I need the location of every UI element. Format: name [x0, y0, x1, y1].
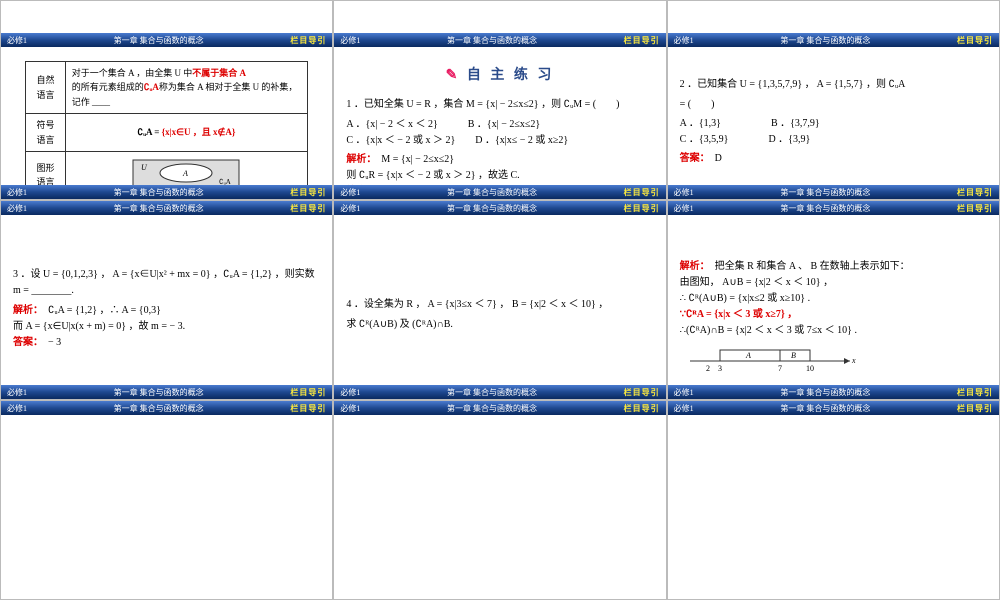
slide-5: 必修1第一章 集合与函数的概念栏目导引 4 ．设全集为 R ， A = {x|3… — [333, 200, 666, 400]
header-9: 必修1第一章 集合与函数的概念栏目导引 — [668, 401, 999, 415]
s6-l3: ∵∁ᴿA = {x|x ＜ 3 或 x≥7} ， — [680, 307, 987, 323]
complement-table: 自然语言 对于一个集合 A ，由全集 U 中不属于集合 A 的所有元素组成的∁ᵤ… — [25, 61, 308, 199]
footer-5: 必修1第一章 集合与函数的概念栏目导引 — [334, 385, 665, 399]
svg-text:B: B — [791, 351, 796, 360]
hdr-mid: 第一章 集合与函数的概念 — [27, 35, 290, 46]
q4: 4 ．设全集为 R ， A = {x|3≤x ＜ 7} ， B = {x|2 ＜… — [346, 297, 653, 313]
hdr-right: 栏目导引 — [290, 35, 326, 46]
number-line: A B 2 3 7 10 x — [680, 343, 987, 373]
header-3: 必修1第一章 集合与函数的概念栏目导引 — [668, 33, 999, 47]
s6-l4: ∴(∁ᴿA)∩B = {x|2 ＜ x ＜ 3 或 7≤x ＜ 10} . — [680, 323, 987, 339]
svg-text:10: 10 — [806, 364, 814, 373]
q1-exp: 解析： M = {x| − 2≤x≤2} — [346, 152, 653, 168]
svg-text:7: 7 — [778, 364, 782, 373]
svg-text:A: A — [182, 169, 188, 178]
row2-label: 符号语言 — [26, 114, 65, 152]
footer-3: 必修1第一章 集合与函数的概念栏目导引 — [668, 185, 999, 199]
svg-text:2: 2 — [706, 364, 710, 373]
slide-1: 必修1 第一章 集合与函数的概念 栏目导引 自然语言 对于一个集合 A ，由全集… — [0, 0, 333, 200]
slide-2: 必修1第一章 集合与函数的概念栏目导引 ✎ 自 主 练 习 1 ．已知全集 U … — [333, 0, 666, 200]
q2-eq: = ( ) — [680, 97, 987, 113]
row1-label: 自然语言 — [26, 62, 65, 114]
q1-l2: 则 ∁ᵤR = {x|x ＜ − 2 或 x ＞ 2} ，故选 C. — [346, 168, 653, 184]
header-8: 必修1第一章 集合与函数的概念栏目导引 — [334, 401, 665, 415]
q2: 2 ．已知集合 U = {1,3,5,7,9} ， A = {1,5,7} ，则… — [680, 77, 987, 93]
svg-text:A: A — [745, 351, 751, 360]
content-3: 2 ．已知集合 U = {1,3,5,7,9} ， A = {1,5,7} ，则… — [668, 47, 999, 175]
q2-opts: A ．{1,3} B ．{3,7,9} C ．{3,5,9} D ．{3,9} — [680, 116, 987, 148]
q2-ans: 答案： D — [680, 151, 987, 167]
header-5: 必修1第一章 集合与函数的概念栏目导引 — [334, 201, 665, 215]
content-5: 4 ．设全集为 R ， A = {x|3≤x ＜ 7} ， B = {x|2 ＜… — [334, 215, 665, 341]
svg-text:3: 3 — [718, 364, 722, 373]
q3: 3 ．设 U = {0,1,2,3} ， A = {x∈U|x² + mx = … — [13, 267, 320, 299]
slide-6: 必修1第一章 集合与函数的概念栏目导引 解析： 把全集 R 和集合 A 、 B … — [667, 200, 1000, 400]
header-1: 必修1 第一章 集合与函数的概念 栏目导引 — [1, 33, 332, 47]
practice-title: ✎ 自 主 练 习 — [346, 65, 653, 87]
venn-diagram: U A ∁ᵤA — [131, 158, 241, 188]
slide-9: 必修1第一章 集合与函数的概念栏目导引 — [667, 400, 1000, 600]
q3-ans: 答案： − 3 — [13, 335, 320, 351]
slide-8: 必修1第一章 集合与函数的概念栏目导引 — [333, 400, 666, 600]
svg-text:x: x — [851, 356, 856, 365]
header-2: 必修1第一章 集合与函数的概念栏目导引 — [334, 33, 665, 47]
content-6: 解析： 把全集 R 和集合 A 、 B 在数轴上表示如下： 由图知， A∪B =… — [668, 215, 999, 381]
footer-6: 必修1第一章 集合与函数的概念栏目导引 — [668, 385, 999, 399]
slide-7: 必修1第一章 集合与函数的概念栏目导引 — [0, 400, 333, 600]
header-7: 必修1第一章 集合与函数的概念栏目导引 — [1, 401, 332, 415]
row1-text: 对于一个集合 A ，由全集 U 中不属于集合 A 的所有元素组成的∁ᵤA称为集合… — [65, 62, 307, 114]
q3-l2: 而 A = {x∈U|x(x + m) = 0} ，故 m = − 3. — [13, 319, 320, 335]
row2-text: ∁ᵤA = {x|x∈U ，且 x∉A} — [65, 114, 307, 152]
q1-opts: A ．{x| − 2 ＜ x ＜ 2} B ．{x| − 2≤x≤2} C ．{… — [346, 117, 653, 149]
header-6: 必修1第一章 集合与函数的概念栏目导引 — [668, 201, 999, 215]
s6-l2: ∴ ∁ᴿ(A∪B) = {x|x≤2 或 x≥10} . — [680, 291, 987, 307]
q3-exp: 解析： ∁ᵤA = {1,2} ，∴ A = {0,3} — [13, 303, 320, 319]
content-4: 3 ．设 U = {0,1,2,3} ， A = {x∈U|x² + mx = … — [1, 215, 332, 359]
footer-2: 必修1第一章 集合与函数的概念栏目导引 — [334, 185, 665, 199]
content-1: 自然语言 对于一个集合 A ，由全集 U 中不属于集合 A 的所有元素组成的∁ᵤ… — [1, 47, 332, 200]
header-4: 必修1第一章 集合与函数的概念栏目导引 — [1, 201, 332, 215]
q4-l2: 求 ∁ᴿ(A∪B) 及 (∁ᴿA)∩B. — [346, 317, 653, 333]
q1: 1 ．已知全集 U = R ，集合 M = {x| − 2≤x≤2} ，则 ∁ᵤ… — [346, 97, 653, 113]
footer-1: 必修1 第一章 集合与函数的概念 栏目导引 — [1, 185, 332, 199]
slide-4: 必修1第一章 集合与函数的概念栏目导引 3 ．设 U = {0,1,2,3} ，… — [0, 200, 333, 400]
footer-4: 必修1第一章 集合与函数的概念栏目导引 — [1, 385, 332, 399]
content-2: ✎ 自 主 练 习 1 ．已知全集 U = R ，集合 M = {x| − 2≤… — [334, 47, 665, 200]
q4-exp: 解析： 把全集 R 和集合 A 、 B 在数轴上表示如下： — [680, 259, 987, 275]
s6-l1: 由图知， A∪B = {x|2 ＜ x ＜ 10} ， — [680, 275, 987, 291]
slide-3: 必修1第一章 集合与函数的概念栏目导引 2 ．已知集合 U = {1,3,5,7… — [667, 0, 1000, 200]
hdr-left: 必修1 — [7, 35, 27, 46]
